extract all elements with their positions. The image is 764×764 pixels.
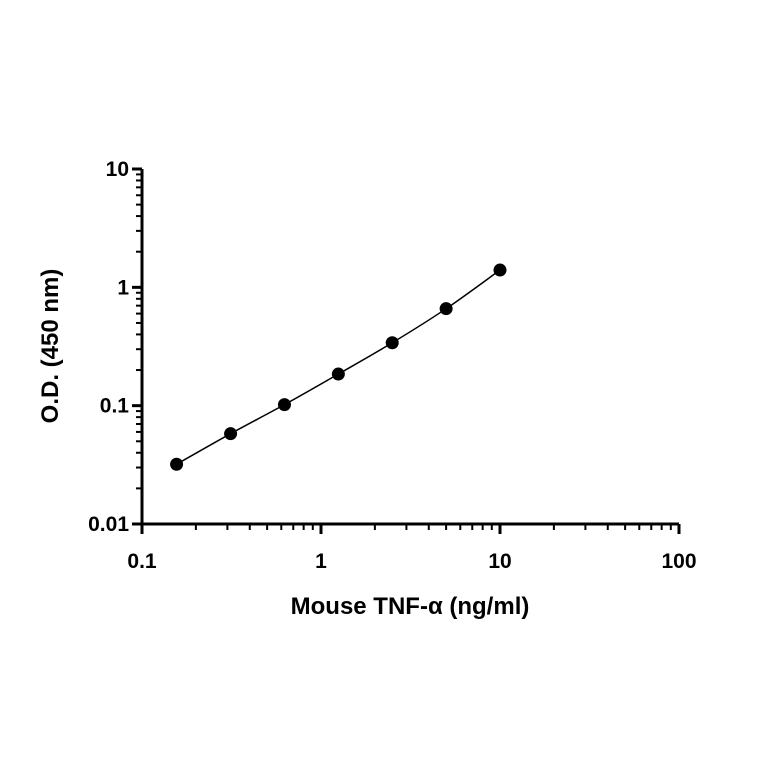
data-point (277, 398, 291, 412)
x-tick-label: 10 (488, 550, 511, 573)
y-tick-label: 1 (117, 276, 129, 299)
y-tick-label: 0.1 (100, 395, 130, 418)
x-axis-major-ticks (140, 524, 681, 534)
data-point (385, 336, 399, 350)
y-axis-tick-labels: 0.01 0.1 1 10 (88, 158, 129, 536)
x-tick-label: 0.1 (127, 550, 157, 573)
x-tick-label: 1 (315, 550, 327, 573)
x-axis-title: Mouse TNF-α (ng/ml) (291, 593, 530, 620)
data-point (224, 427, 238, 441)
data-point (439, 302, 453, 316)
data-points (170, 263, 507, 471)
x-axis-tick-labels: 0.1 1 10 100 (127, 550, 696, 573)
y-tick-label: 0.01 (88, 513, 129, 536)
x-tick-label: 100 (661, 550, 696, 573)
y-tick-label: 10 (106, 158, 129, 181)
y-axis-title: O.D. (450 nm) (37, 269, 64, 424)
y-axis-major-ticks (132, 167, 142, 526)
data-point (493, 263, 507, 277)
data-point (331, 367, 345, 381)
data-point (170, 457, 184, 471)
